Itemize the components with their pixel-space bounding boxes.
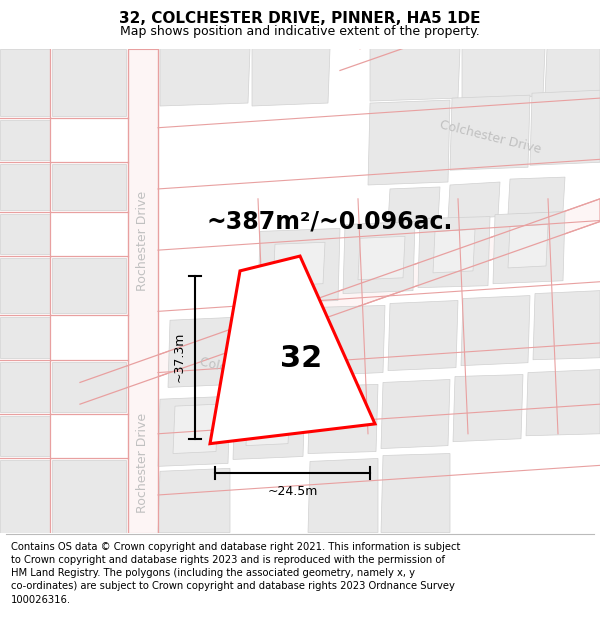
- Text: ~387m²/~0.096ac.: ~387m²/~0.096ac.: [207, 209, 453, 234]
- Polygon shape: [370, 49, 460, 101]
- Polygon shape: [308, 384, 378, 454]
- Polygon shape: [52, 49, 126, 116]
- Text: Contains OS data © Crown copyright and database right 2021. This information is : Contains OS data © Crown copyright and d…: [11, 542, 460, 604]
- Polygon shape: [52, 258, 126, 313]
- Polygon shape: [160, 49, 250, 106]
- Polygon shape: [368, 100, 450, 185]
- Polygon shape: [0, 416, 50, 456]
- Text: Rochester Drive: Rochester Drive: [137, 413, 149, 514]
- Polygon shape: [530, 90, 600, 165]
- Text: ~37.3m: ~37.3m: [173, 332, 186, 382]
- Polygon shape: [418, 217, 490, 288]
- Polygon shape: [0, 49, 50, 116]
- Polygon shape: [461, 296, 530, 366]
- Text: ~24.5m: ~24.5m: [268, 485, 317, 498]
- Polygon shape: [388, 187, 440, 224]
- Polygon shape: [545, 49, 600, 96]
- Polygon shape: [381, 379, 450, 449]
- Polygon shape: [388, 301, 458, 371]
- Polygon shape: [462, 49, 545, 100]
- Polygon shape: [52, 461, 126, 532]
- Polygon shape: [508, 224, 548, 268]
- Text: Colchester Drive: Colchester Drive: [198, 356, 302, 394]
- Text: 32, COLCHESTER DRIVE, PINNER, HA5 1DE: 32, COLCHESTER DRIVE, PINNER, HA5 1DE: [119, 11, 481, 26]
- Polygon shape: [258, 228, 340, 304]
- Polygon shape: [0, 120, 50, 160]
- Polygon shape: [0, 258, 50, 313]
- Polygon shape: [238, 311, 310, 382]
- Polygon shape: [381, 454, 450, 532]
- Polygon shape: [168, 318, 235, 388]
- Polygon shape: [448, 182, 500, 219]
- Polygon shape: [358, 236, 405, 280]
- Polygon shape: [233, 389, 305, 459]
- Polygon shape: [0, 318, 50, 357]
- Polygon shape: [308, 459, 378, 532]
- Polygon shape: [0, 214, 50, 254]
- Polygon shape: [0, 362, 50, 412]
- Polygon shape: [52, 362, 126, 412]
- Polygon shape: [158, 468, 230, 532]
- Polygon shape: [273, 242, 325, 286]
- Polygon shape: [533, 291, 600, 360]
- Text: Colchester Drive: Colchester Drive: [438, 119, 542, 156]
- Polygon shape: [128, 49, 158, 532]
- Polygon shape: [173, 404, 218, 454]
- Polygon shape: [252, 49, 330, 106]
- Polygon shape: [80, 199, 600, 404]
- Polygon shape: [52, 164, 126, 209]
- Polygon shape: [210, 256, 375, 444]
- Polygon shape: [246, 398, 290, 446]
- Polygon shape: [433, 229, 475, 273]
- Polygon shape: [343, 221, 415, 294]
- Polygon shape: [526, 369, 600, 436]
- Polygon shape: [313, 306, 385, 376]
- Polygon shape: [450, 95, 530, 170]
- Polygon shape: [508, 177, 565, 214]
- Text: Map shows position and indicative extent of the property.: Map shows position and indicative extent…: [120, 25, 480, 38]
- Polygon shape: [453, 374, 523, 442]
- Polygon shape: [0, 461, 50, 532]
- Text: 32: 32: [280, 344, 322, 373]
- Polygon shape: [0, 164, 50, 209]
- Polygon shape: [493, 212, 565, 284]
- Polygon shape: [158, 396, 230, 466]
- Text: Rochester Drive: Rochester Drive: [137, 191, 149, 291]
